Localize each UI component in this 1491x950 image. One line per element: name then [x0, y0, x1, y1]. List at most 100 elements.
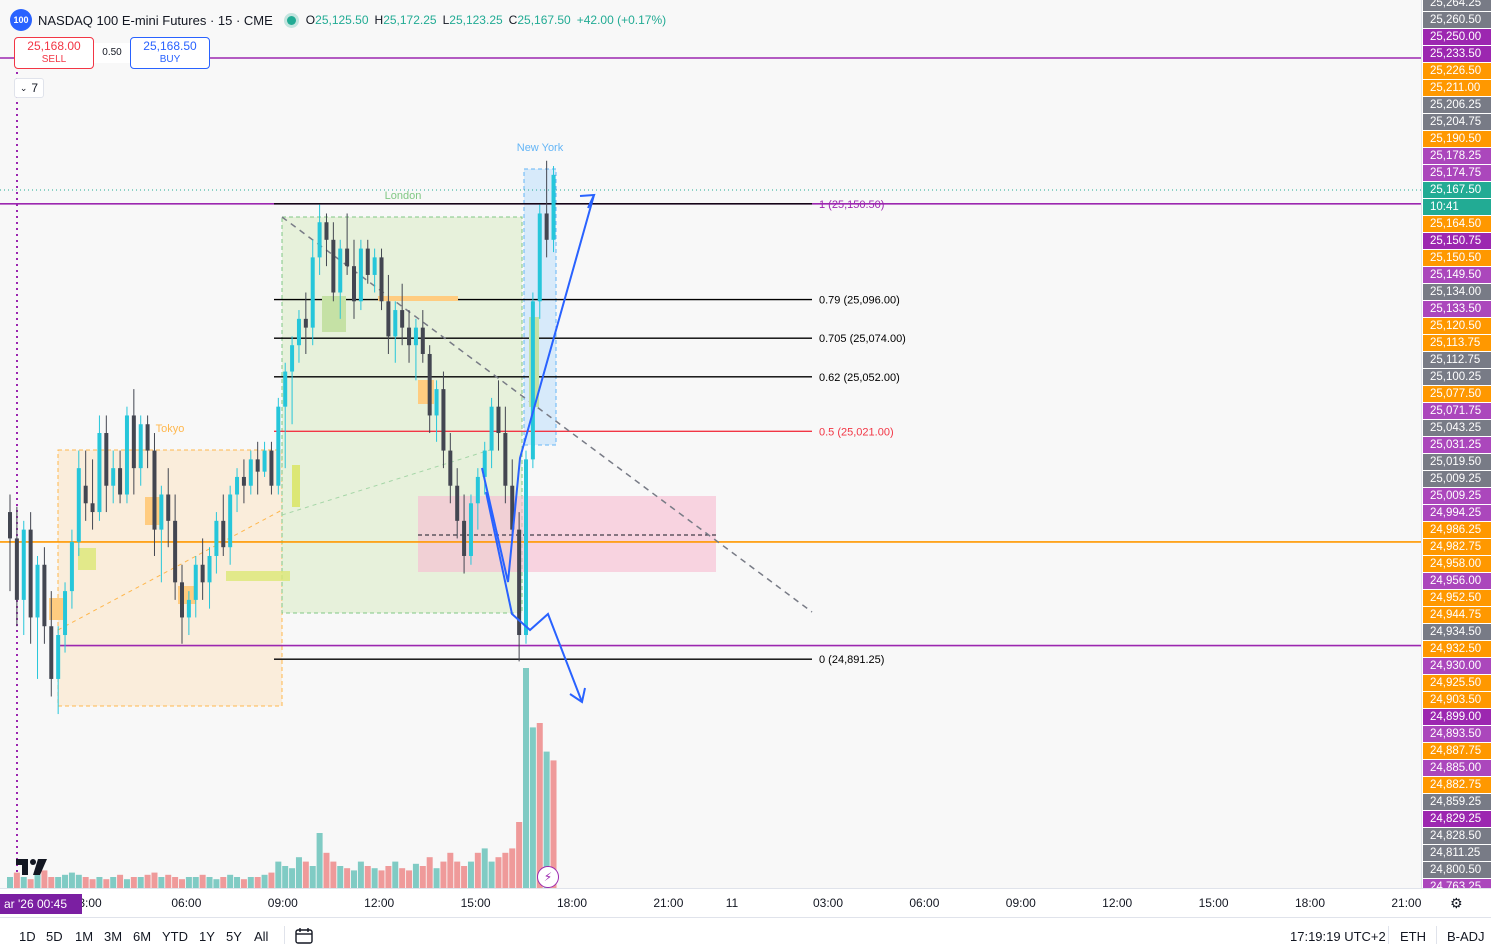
open-value: 25,125.50 [315, 13, 369, 27]
time-tick: 21:00 [1391, 896, 1422, 910]
candle-body [427, 353, 432, 416]
range-button-all[interactable]: All [254, 929, 269, 944]
candle-body [441, 389, 446, 451]
range-button-1d[interactable]: 1D [19, 929, 36, 944]
time-tick: 3:00 [78, 896, 102, 910]
range-button-1m[interactable]: 1M [75, 929, 94, 944]
candle-body [537, 213, 542, 302]
buy-label: BUY [159, 54, 181, 65]
volume-bar [7, 877, 13, 888]
imbalance-zone[interactable] [418, 496, 716, 572]
candle-body [372, 257, 377, 275]
volume-bar [41, 870, 48, 888]
candle-body [42, 564, 47, 627]
range-button-ytd[interactable]: YTD [162, 929, 188, 944]
tradingview-logo-icon[interactable] [16, 857, 48, 877]
clock-readout[interactable]: 17:19:19 UTC+2 [1290, 929, 1386, 944]
volume-bar [523, 668, 529, 888]
range-button-1y[interactable]: 1Y [199, 929, 215, 944]
candle-body [104, 433, 109, 486]
price-label: 24,811.25 [1423, 845, 1491, 861]
volume-bar [454, 861, 461, 888]
gear-icon[interactable]: ⚙ [1450, 895, 1463, 911]
candle-body [303, 318, 308, 328]
volume-bar [385, 866, 392, 888]
candle-body [111, 468, 116, 486]
candle-body [489, 406, 494, 451]
volume-bar [302, 861, 309, 888]
candle-body [214, 520, 219, 556]
range-button-6m[interactable]: 6M [133, 929, 152, 944]
market-status-icon[interactable] [286, 15, 296, 25]
price-label: 25,233.50 [1423, 46, 1491, 62]
price-scale[interactable]: 25,264.25 25,260.50 25,250.00 25,233.50 25,2… [1421, 0, 1491, 888]
diagonal-trendline[interactable] [281, 216, 813, 613]
time-tick: 18:00 [1294, 896, 1326, 910]
price-label: 25,264.25 [1423, 0, 1491, 11]
fib-label: 1 (25,150.50) [819, 199, 884, 211]
volume-bar [481, 848, 488, 888]
volume-bar [364, 866, 371, 888]
ohlc-key: H [374, 13, 384, 27]
low-value: 25,123.25 [449, 13, 503, 27]
adjustment-toggle[interactable]: B-ADJ [1447, 929, 1485, 944]
candle-body [310, 257, 315, 328]
volume-bar [227, 874, 234, 888]
candle-body [468, 503, 473, 556]
bullish-arrowhead [579, 193, 596, 209]
volume-bar [378, 870, 385, 888]
volume-bar [123, 879, 130, 888]
volume-bar [474, 852, 481, 888]
price-label: 25,019.50 [1423, 454, 1491, 470]
candle-body [255, 459, 260, 472]
candle-body [475, 476, 480, 504]
sell-label: SELL [41, 54, 67, 65]
buy-price: 25,168.50 [143, 39, 197, 53]
tokyo-trendline[interactable] [57, 509, 283, 631]
candle-body [152, 450, 157, 530]
volume-bar [213, 879, 220, 888]
indicators-toggle-button[interactable]: ⌄ 7 [14, 78, 44, 98]
projection-arrows[interactable] [481, 193, 596, 704]
spread-value: 0.50 [94, 43, 130, 63]
horizontal-levels[interactable] [0, 57, 1421, 647]
range-button-5d[interactable]: 5D [46, 929, 63, 944]
volume-bar [62, 874, 69, 888]
volume-bars [7, 668, 557, 888]
volume-bar [529, 727, 536, 888]
calendar-icon[interactable] [294, 927, 314, 945]
candle-body [413, 327, 418, 346]
range-button-3m[interactable]: 3M [104, 929, 123, 944]
candle-body [69, 541, 74, 592]
flash-icon[interactable]: ⚡ [537, 866, 559, 888]
buy-button[interactable]: 25,168.50 BUY [130, 37, 210, 69]
symbol-title[interactable]: NASDAQ 100 E-mini Futures · 15 · CME [38, 12, 273, 28]
symbol-logo[interactable]: 100 [10, 9, 32, 31]
volume-bar [406, 870, 413, 888]
candle-body [407, 327, 412, 346]
candle-body [49, 626, 54, 679]
ohlc-key: L [442, 13, 450, 27]
price-label: 24,859.25 [1423, 794, 1491, 810]
candle-body [290, 345, 295, 372]
chevron-down-icon: ⌄ [19, 82, 28, 93]
range-button-5y[interactable]: 5Y [226, 929, 242, 944]
fib-label: 0.705 (25,074.00) [819, 333, 906, 345]
price-label: 25,120.50 [1423, 318, 1491, 334]
price-label: 24,952.50 [1423, 590, 1491, 606]
volume-bar [330, 861, 337, 888]
volume-bar [82, 877, 89, 888]
volume-bar [206, 877, 213, 888]
time-scale[interactable]: 3:00 06:00 09:00 12:00 15:00 18:00 21:00 11 03:0… [0, 888, 1491, 917]
session-toggle[interactable]: ETH [1400, 929, 1426, 944]
volume-bar [509, 848, 516, 888]
volume-bar [351, 870, 357, 888]
divider [284, 926, 285, 944]
price-chart[interactable]: Tokyo London New York 1 (25,150.50) 0.79 … [0, 0, 1421, 888]
bearish-arrowhead [569, 687, 586, 704]
candle-body [138, 424, 143, 469]
chart-pane[interactable]: Tokyo London New York 1 (25,150.50) 0.79 … [0, 0, 1421, 888]
price-label: 25,150.50 [1423, 250, 1491, 266]
sell-button[interactable]: 25,168.00 SELL [14, 37, 94, 69]
tokyo-label: Tokyo [156, 423, 185, 435]
